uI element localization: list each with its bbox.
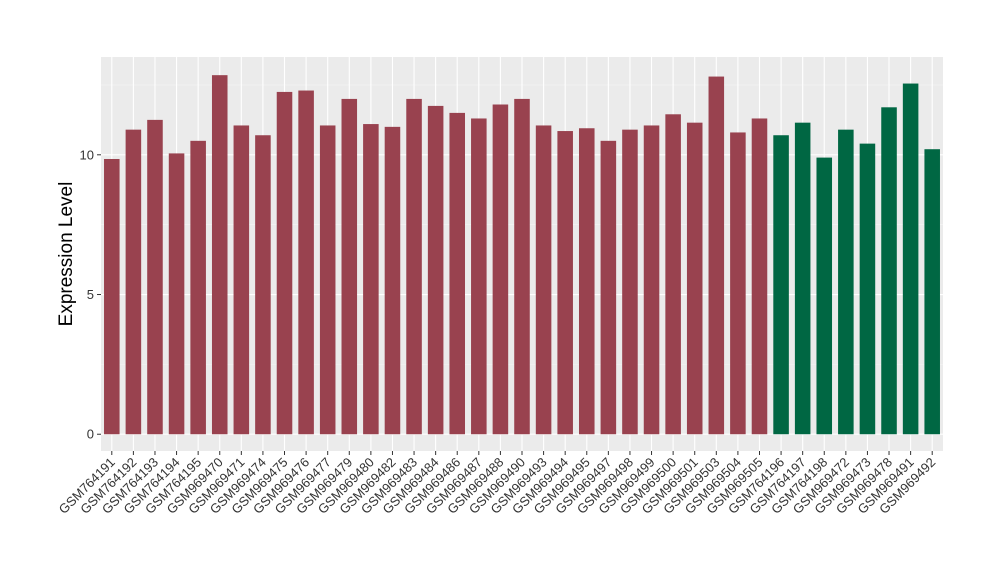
y-tick-label: 0 — [87, 427, 94, 442]
bar-GSM969498 — [622, 129, 638, 435]
bar-GSM969503 — [708, 76, 725, 435]
bar-GSM969504 — [730, 132, 746, 435]
bar-GSM764191 — [104, 158, 120, 435]
bar-GSM969487 — [471, 118, 487, 435]
bar-GSM969499 — [643, 125, 660, 435]
bar-GSM764192 — [125, 129, 142, 435]
bar-GSM969475 — [276, 91, 293, 435]
bar-GSM969490 — [514, 98, 530, 435]
y-tick-label: 5 — [87, 287, 94, 302]
bar-GSM764195 — [190, 140, 206, 435]
bar-GSM969486 — [449, 112, 466, 435]
bar-GSM969492 — [924, 149, 940, 435]
bar-GSM969471 — [233, 125, 250, 435]
bar-GSM969488 — [492, 104, 509, 435]
bar-GSM969493 — [535, 125, 552, 435]
bar-GSM969476 — [298, 90, 314, 435]
bar-GSM764194 — [168, 153, 185, 435]
bar-GSM969495 — [578, 128, 595, 435]
bar-GSM969494 — [557, 131, 573, 435]
bar-GSM764196 — [773, 135, 789, 435]
bar-GSM969472 — [838, 129, 854, 435]
bar-GSM969501 — [686, 122, 703, 435]
bar-GSM764193 — [147, 119, 163, 435]
bar-GSM969482 — [384, 126, 401, 435]
bar-GSM969477 — [319, 125, 336, 435]
bar-series — [104, 75, 940, 435]
bar-GSM969491 — [902, 83, 919, 435]
x-axis: GSM764191GSM764192GSM764193GSM764194GSM7… — [56, 451, 938, 517]
y-tick-label: 10 — [80, 147, 94, 162]
bar-GSM969484 — [427, 105, 444, 435]
bar-GSM969478 — [881, 107, 897, 435]
bar-GSM969483 — [406, 98, 422, 435]
bar-GSM764198 — [816, 157, 833, 435]
y-axis-title: Expression Level — [56, 182, 77, 327]
bar-GSM969479 — [341, 98, 358, 435]
y-axis: 0 5 10 — [80, 147, 101, 442]
bar-GSM969473 — [859, 143, 876, 435]
bar-GSM764197 — [794, 122, 811, 435]
bar-GSM969474 — [255, 135, 271, 435]
bar-GSM969497 — [600, 140, 617, 435]
bar-GSM969480 — [363, 124, 379, 435]
bar-GSM969470 — [211, 75, 228, 435]
bar-GSM969505 — [751, 118, 768, 435]
bar-GSM969500 — [665, 114, 681, 435]
